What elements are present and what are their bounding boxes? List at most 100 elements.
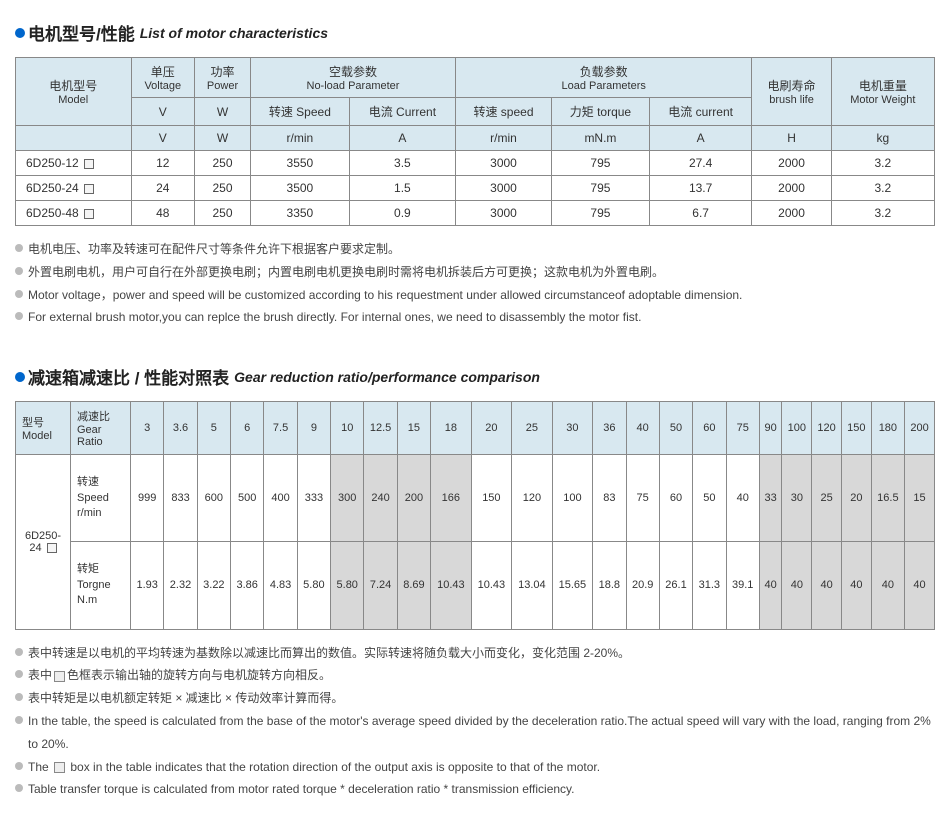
th-lcurrent: 电流 current <box>649 98 751 126</box>
cell: 40 <box>905 542 935 629</box>
cell: 40 <box>759 542 782 629</box>
cell: 999 <box>131 455 164 542</box>
cell: 1.93 <box>131 542 164 629</box>
cell: 20.9 <box>626 542 659 629</box>
cell: 16.5 <box>871 455 904 542</box>
cell: 166 <box>431 455 472 542</box>
table-row: 6D250-48 4825033500.930007956.720003.2 <box>16 201 935 226</box>
ratio-header: 150 <box>841 402 871 455</box>
cell: 200 <box>397 455 430 542</box>
cell: 18.8 <box>593 542 626 629</box>
ratio-header: 75 <box>726 402 759 455</box>
cell: 7.24 <box>364 542 397 629</box>
note-line: Motor voltage，power and speed will be cu… <box>15 284 935 307</box>
ratio-header: 18 <box>431 402 472 455</box>
cell: 600 <box>197 455 230 542</box>
checkbox-icon <box>84 184 94 194</box>
bullet-icon <box>15 693 23 701</box>
th-noload: 空载参数No-load Parameter <box>250 58 455 98</box>
th-volt: 单压Voltage <box>131 58 195 98</box>
ratio-header: 36 <box>593 402 626 455</box>
cell: 83 <box>593 455 626 542</box>
note-line: 电机电压、功率及转速可在配件尺寸等条件允许下根据客户要求定制。 <box>15 238 935 261</box>
ratio-header: 10 <box>331 402 364 455</box>
cell: 150 <box>471 455 512 542</box>
title1-en: List of motor characteristics <box>140 25 328 41</box>
note-line: 外置电刷电机，用户可自行在外部更换电刷；内置电刷电机更换电刷时需将电机拆装后方可… <box>15 261 935 284</box>
cell: 33 <box>759 455 782 542</box>
bullet-icon <box>15 312 23 320</box>
checkbox-icon <box>54 671 65 682</box>
ratio-header: 40 <box>626 402 659 455</box>
bullet-icon <box>15 762 23 770</box>
section2-title: 减速箱减速比 / 性能对照表 Gear reduction ratio/perf… <box>15 364 935 389</box>
cell: 20 <box>841 455 871 542</box>
ratio-header: 3 <box>131 402 164 455</box>
ratio-header: 60 <box>693 402 726 455</box>
checkbox-icon <box>54 762 65 773</box>
bullet-icon <box>15 28 25 38</box>
cell: 26.1 <box>659 542 692 629</box>
ratio-header: 5 <box>197 402 230 455</box>
ratio-header: 50 <box>659 402 692 455</box>
bullet-icon <box>15 784 23 792</box>
table-row: 6D250-24 2425035001.5300079513.720003.2 <box>16 176 935 201</box>
th-load: 负载参数Load Parameters <box>455 58 751 98</box>
cell: 25 <box>812 455 842 542</box>
bullet-icon <box>15 244 23 252</box>
cell: 40 <box>841 542 871 629</box>
motor-table: 电机型号Model 单压Voltage 功率Power 空载参数No-load … <box>15 57 935 226</box>
cell: 40 <box>782 542 812 629</box>
ratio-header: 15 <box>397 402 430 455</box>
cell: 3.22 <box>197 542 230 629</box>
notes2: 表中转速是以电机的平均转速为基数除以减速比而算出的数值。实际转速将随负载大小而变… <box>15 642 935 802</box>
cell: 100 <box>552 455 593 542</box>
bullet-icon <box>15 670 23 678</box>
th-w: W <box>195 98 251 126</box>
title1-cn: 电机型号/性能 <box>28 20 135 45</box>
ratio-header: 3.6 <box>164 402 197 455</box>
th-weight: 电机重量Motor Weight <box>831 58 934 126</box>
title2-cn: 减速箱减速比 / 性能对照表 <box>28 364 229 389</box>
th-power: 功率Power <box>195 58 251 98</box>
table-row: 6D250-24 转速Speedr/min9998336005004003333… <box>16 455 935 542</box>
cell: 30 <box>782 455 812 542</box>
th-nlspeed: 转速 Speed <box>250 98 349 126</box>
cell: 50 <box>693 455 726 542</box>
cell: 39.1 <box>726 542 759 629</box>
cell: 5.80 <box>297 542 330 629</box>
cell: 8.69 <box>397 542 430 629</box>
notes1: 电机电压、功率及转速可在配件尺寸等条件允许下根据客户要求定制。外置电刷电机，用户… <box>15 238 935 329</box>
cell: 5.80 <box>331 542 364 629</box>
th-model: 电机型号Model <box>16 58 132 126</box>
checkbox-icon <box>84 209 94 219</box>
table-row: 6D250-12 1225035503.5300079527.420003.2 <box>16 151 935 176</box>
cell: 40 <box>726 455 759 542</box>
checkbox-icon <box>47 543 57 553</box>
cell: 10.43 <box>471 542 512 629</box>
cell: 833 <box>164 455 197 542</box>
ratio-header: 9 <box>297 402 330 455</box>
ratio-header: 100 <box>782 402 812 455</box>
gear-table: 型号Model减速比Gear Ratio33.6567.591012.51518… <box>15 401 935 629</box>
bullet-icon <box>15 648 23 656</box>
cell: 120 <box>512 455 553 542</box>
cell: 60 <box>659 455 692 542</box>
cell: 4.83 <box>264 542 297 629</box>
ratio-header: 90 <box>759 402 782 455</box>
table-row: 转矩TorgneN.m1.932.323.223.864.835.805.807… <box>16 542 935 629</box>
section1-title: 电机型号/性能 List of motor characteristics <box>15 20 935 45</box>
bullet-icon <box>15 716 23 724</box>
ratio-header: 180 <box>871 402 904 455</box>
bullet-icon <box>15 267 23 275</box>
th-brush: 电刷寿命brush life <box>752 58 831 126</box>
title2-en: Gear reduction ratio/performance compari… <box>234 369 540 385</box>
ratio-header: 200 <box>905 402 935 455</box>
cell: 15.65 <box>552 542 593 629</box>
cell: 333 <box>297 455 330 542</box>
ratio-header: 6 <box>231 402 264 455</box>
ratio-header: 30 <box>552 402 593 455</box>
th-blank <box>16 126 132 151</box>
ratio-header: 120 <box>812 402 842 455</box>
cell: 3.86 <box>231 542 264 629</box>
